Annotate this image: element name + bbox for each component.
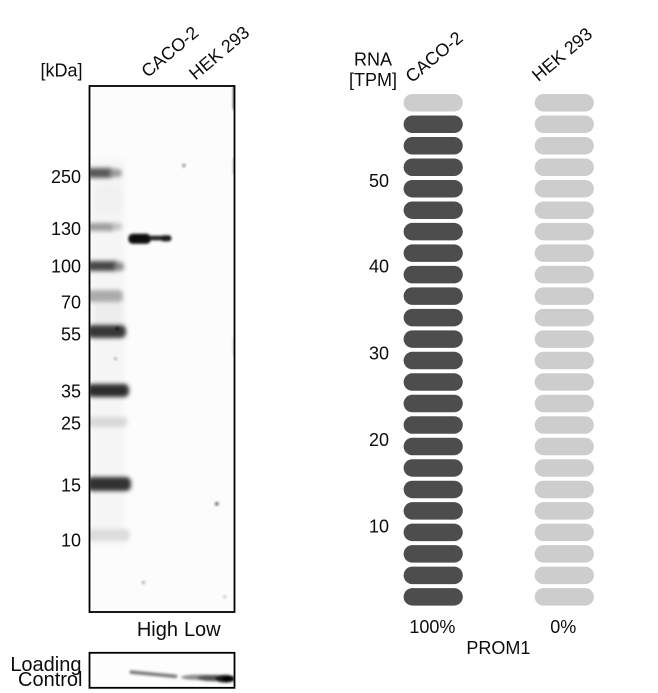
svg-text:10: 10 — [369, 517, 389, 537]
svg-text:100: 100 — [51, 257, 81, 277]
svg-text:130: 130 — [51, 219, 81, 239]
svg-text:0%: 0% — [550, 617, 576, 637]
svg-text:30: 30 — [369, 344, 389, 364]
svg-text:HEK 293: HEK 293 — [528, 24, 596, 86]
svg-text:250: 250 — [51, 167, 81, 187]
svg-text:100%: 100% — [409, 617, 455, 637]
svg-text:High: High — [137, 619, 178, 641]
svg-text:10: 10 — [61, 530, 81, 550]
svg-text:CACO-2: CACO-2 — [402, 28, 467, 87]
svg-text:25: 25 — [61, 413, 81, 433]
svg-text:55: 55 — [61, 325, 81, 345]
svg-text:Control: Control — [18, 669, 82, 691]
svg-text:40: 40 — [369, 257, 389, 277]
svg-text:15: 15 — [61, 475, 81, 495]
svg-text:Loading: Loading — [10, 654, 81, 676]
svg-text:50: 50 — [369, 171, 389, 191]
svg-text:Low: Low — [184, 619, 221, 641]
svg-text:20: 20 — [369, 430, 389, 450]
svg-text:PROM1: PROM1 — [466, 638, 530, 658]
svg-text:RNA: RNA — [354, 50, 392, 70]
svg-text:70: 70 — [61, 293, 81, 313]
svg-text:35: 35 — [61, 382, 81, 402]
svg-text:[TPM]: [TPM] — [349, 70, 397, 90]
svg-text:[kDa]: [kDa] — [40, 60, 82, 80]
